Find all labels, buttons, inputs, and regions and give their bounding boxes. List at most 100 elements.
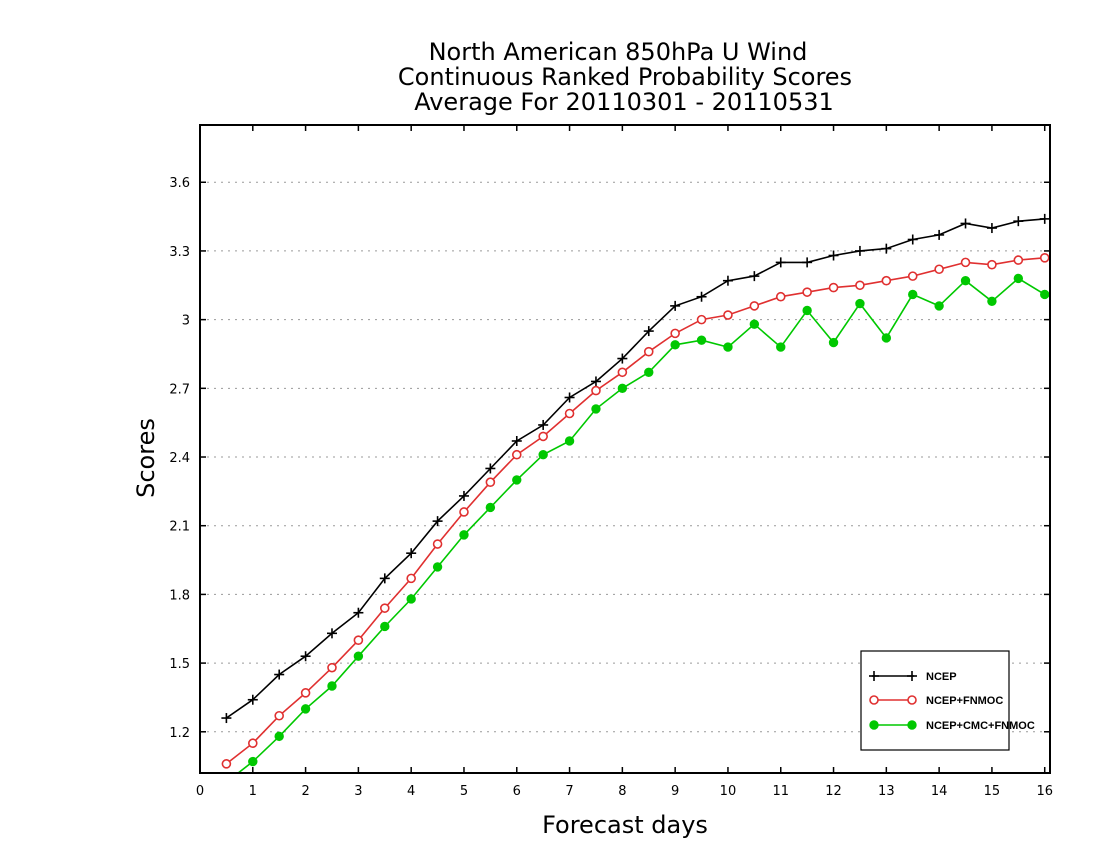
data-point-filled-circle (1013, 273, 1024, 284)
data-point-open-circle (855, 280, 865, 291)
data-point-open-circle (907, 271, 918, 281)
data-point-open-circle (960, 257, 971, 268)
x-tick-label: 4 (407, 784, 415, 799)
data-point-open-circle (881, 275, 892, 286)
x-tick-label: 10 (720, 784, 737, 799)
data-point-plus (406, 548, 417, 559)
data-point-plus (221, 713, 232, 724)
data-point-open-circle (538, 431, 548, 442)
y-tick-label: 1.2 (169, 726, 190, 741)
x-tick-label: 3 (354, 784, 362, 799)
data-point-open-circle (300, 688, 311, 698)
data-point-filled-circle (380, 621, 390, 632)
data-point-filled-circle (670, 340, 680, 350)
data-point-filled-circle (512, 475, 522, 485)
data-point-filled-circle (274, 731, 284, 742)
data-point-plus (485, 463, 496, 474)
data-point-plus (934, 229, 945, 240)
data-point-plus (854, 245, 865, 256)
data-point-plus (458, 490, 469, 501)
data-point-filled-circle (617, 383, 628, 394)
y-tick-label: 2.7 (169, 382, 190, 397)
data-point-filled-circle (749, 319, 760, 329)
title-line-1: North American 850hPa U Wind (429, 38, 808, 66)
data-point-open-circle (987, 259, 997, 270)
x-tick-label: 2 (301, 784, 309, 799)
data-point-filled-circle (485, 502, 496, 513)
data-point-open-circle (459, 507, 469, 517)
x-tick-label: 15 (984, 784, 1001, 799)
y-tick-label: 3.3 (169, 245, 190, 260)
data-point-filled-circle (776, 342, 786, 352)
data-point-open-circle (907, 695, 917, 705)
data-point-plus (881, 243, 892, 254)
data-point-filled-circle (934, 301, 944, 311)
data-point-filled-circle (459, 530, 469, 540)
x-axis-label: Forecast days (542, 811, 708, 839)
data-point-filled-circle (828, 337, 839, 348)
legend-item: NCEP+FNMOC (869, 695, 1003, 707)
x-tick-label: 7 (565, 784, 573, 799)
data-point-plus (749, 271, 760, 282)
data-point-open-circle (749, 301, 760, 311)
data-point-open-circle (327, 662, 337, 673)
data-point-plus (775, 257, 786, 268)
series-ncep (221, 213, 1050, 724)
data-point-open-circle (643, 346, 654, 357)
data-point-open-circle (591, 385, 601, 396)
x-tick-label: 14 (931, 784, 948, 799)
data-point-plus (670, 300, 681, 311)
series-line (236, 277, 1046, 773)
data-point-open-circle (696, 314, 707, 325)
data-point-open-circle (511, 449, 522, 460)
y-axis-label: Scores (132, 418, 160, 498)
data-point-plus (538, 419, 549, 430)
data-point-open-circle (775, 291, 786, 302)
data-point-filled-circle (564, 436, 575, 446)
data-point-filled-circle (300, 704, 311, 714)
data-point-open-circle (564, 408, 575, 419)
x-axis-ticks: 0 1 2 3 4 5 6 7 8 9 10 11 12 13 14 15 16 (196, 125, 1053, 799)
data-point-filled-circle (696, 335, 707, 345)
data-point-plus (828, 250, 839, 261)
data-point-filled-circle (907, 720, 917, 730)
title-line-2: Continuous Ranked Probability Scores (398, 63, 852, 91)
data-point-open-circle (828, 282, 839, 293)
data-point-open-circle (617, 367, 628, 378)
data-point-plus (722, 275, 733, 286)
data-point-plus (1039, 213, 1050, 224)
data-point-filled-circle (538, 450, 548, 460)
data-point-open-circle (406, 573, 416, 584)
data-point-open-circle (221, 759, 232, 769)
gridlines (200, 181, 1050, 733)
data-point-filled-circle (869, 720, 879, 730)
data-point-open-circle (869, 695, 879, 705)
data-point-filled-circle (591, 404, 601, 414)
data-point-plus (617, 353, 628, 364)
y-tick-label: 1.5 (169, 657, 190, 672)
data-point-filled-circle (881, 333, 892, 343)
x-tick-label: 16 (1036, 784, 1053, 799)
data-point-filled-circle (802, 305, 812, 316)
y-axis-ticks: 1.2 1.5 1.8 2.1 2.4 2.7 3 3.3 3.6 (169, 176, 1050, 741)
data-point-plus (907, 234, 918, 245)
data-point-plus (274, 669, 285, 680)
data-point-filled-circle (908, 289, 918, 300)
data-point-plus (907, 671, 917, 681)
legend-label: NCEP+FNMOC (926, 695, 1003, 707)
data-point-filled-circle (248, 756, 258, 767)
data-point-filled-circle (723, 342, 733, 352)
legend-item: NCEP+CMC+FNMOC (869, 720, 1035, 732)
series-ncep-fnmoc (221, 253, 1050, 769)
data-point-filled-circle (855, 298, 865, 309)
data-point-plus (511, 435, 522, 446)
data-point-plus (353, 607, 364, 618)
chart-title: North American 850hPa U Wind Continuous … (398, 38, 852, 116)
data-point-open-circle (379, 603, 390, 613)
series-line (225, 218, 1045, 719)
data-point-filled-circle (353, 651, 364, 661)
data-point-plus (326, 628, 337, 639)
data-point-filled-circle (644, 367, 654, 377)
data-point-plus (590, 376, 601, 387)
